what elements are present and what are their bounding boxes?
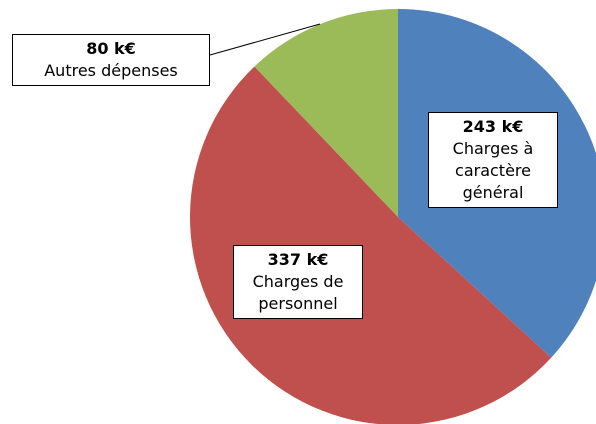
slice-label: 80 k€ Autres dépenses (12, 34, 210, 86)
pie-slice (189, 66, 552, 424)
slice-label: 243 k€ Charges à caractère général (428, 112, 558, 208)
value-label: 337 k€ (267, 250, 329, 269)
slice-label: 337 k€ Charges de personnel (233, 245, 363, 319)
leader-line (209, 23, 321, 56)
category-label: Autres dépenses (44, 61, 178, 80)
category-label: Charges à caractère général (452, 139, 534, 202)
value-label: 243 k€ (462, 117, 524, 136)
value-label: 80 k€ (86, 39, 136, 58)
pie-slice (254, 8, 398, 217)
category-label: Charges de personnel (252, 272, 344, 313)
